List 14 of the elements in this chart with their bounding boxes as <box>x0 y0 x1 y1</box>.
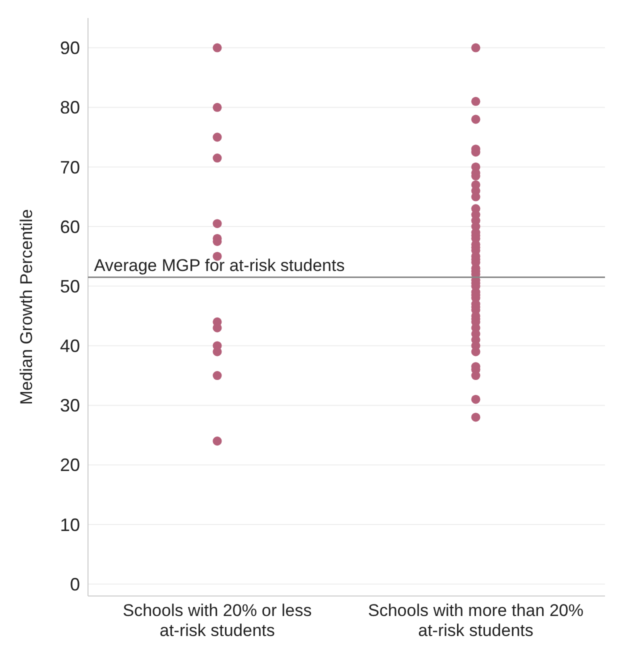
x-tick-label: Schools with 20% or less at-risk students <box>122 601 312 640</box>
x-tick-label: Schools with more than 20% at-risk students <box>368 601 584 640</box>
y-tick-label: 50 <box>60 276 80 296</box>
y-tick-label: 30 <box>60 396 80 416</box>
y-tick-label: 0 <box>70 574 80 594</box>
y-tick-label: 90 <box>60 38 80 58</box>
y-tick-label: 40 <box>60 336 80 356</box>
y-tick-label: 20 <box>60 455 80 476</box>
y-axis-title: Median Growth Percentile <box>17 209 36 405</box>
y-tick-label: 70 <box>60 157 80 178</box>
y-tick-label: 80 <box>60 98 80 118</box>
ref-line-label: Average MGP for at-risk students <box>94 256 345 276</box>
y-tick-label: 60 <box>60 216 80 237</box>
y-tick-label: 10 <box>60 514 80 535</box>
